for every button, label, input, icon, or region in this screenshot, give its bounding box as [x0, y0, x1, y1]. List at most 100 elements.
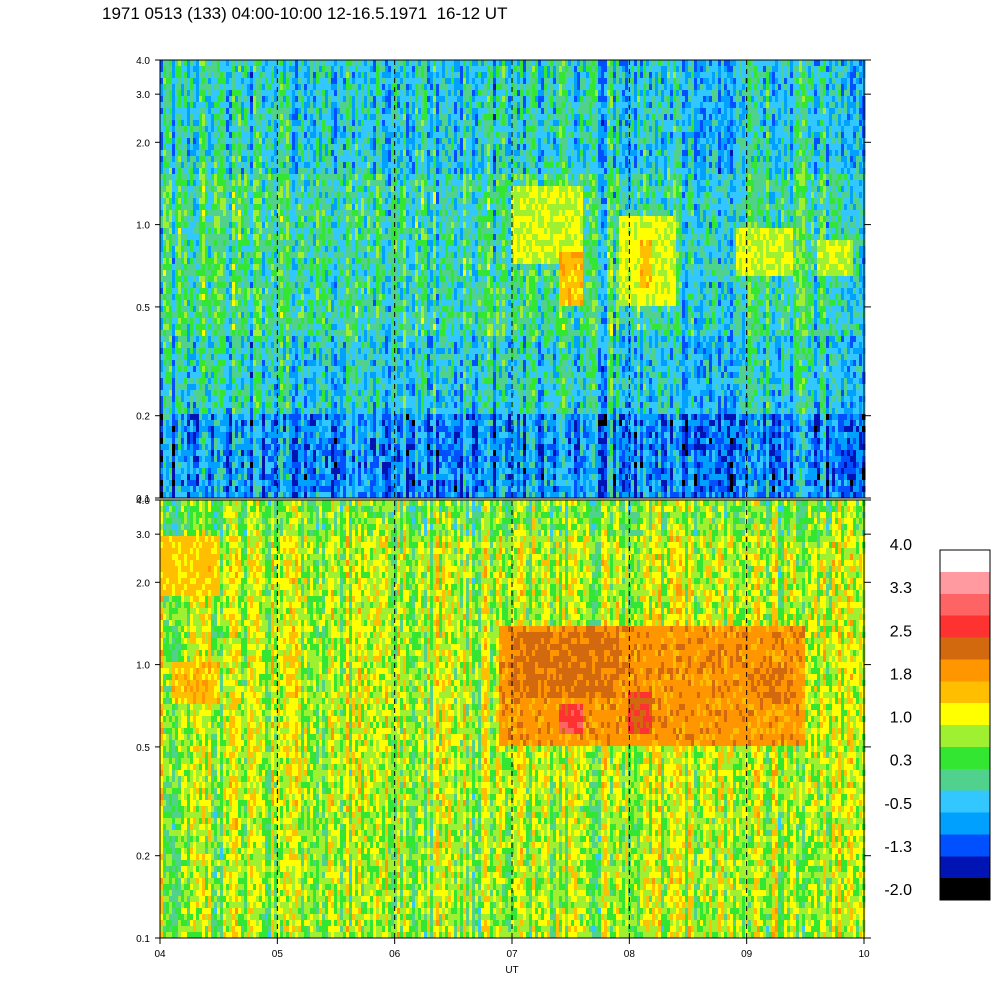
heatmap-cell [286, 174, 290, 181]
heatmap-cell [178, 270, 182, 277]
heatmap-cell [247, 414, 251, 421]
heatmap-cell [352, 144, 356, 151]
heatmap-cell [211, 234, 215, 241]
heatmap-cell [241, 120, 245, 127]
heatmap-cell [178, 480, 182, 487]
heatmap-cell [226, 114, 230, 121]
heatmap-cell [364, 246, 368, 253]
heatmap-cell [256, 192, 260, 199]
heatmap-cell [301, 354, 305, 361]
heatmap-cell [280, 474, 284, 481]
heatmap-cell [163, 264, 167, 271]
heatmap-cell [193, 132, 197, 139]
heatmap-cell [196, 138, 200, 145]
heatmap-cell [307, 444, 311, 451]
heatmap-cell [232, 108, 236, 115]
heatmap-cell [349, 480, 353, 487]
heatmap-cell [244, 264, 248, 271]
heatmap-cell [226, 126, 230, 133]
heatmap-cell [169, 186, 173, 193]
heatmap-cell [229, 414, 233, 421]
heatmap-cell [193, 102, 197, 109]
heatmap-cell [181, 102, 185, 109]
heatmap-cell [316, 306, 320, 313]
heatmap-cell [313, 264, 317, 271]
heatmap-cell [262, 150, 266, 157]
heatmap-cell [310, 84, 314, 91]
heatmap-cell [298, 420, 302, 427]
heatmap-cell [289, 66, 293, 73]
heatmap-cell [358, 120, 362, 127]
heatmap-cell [298, 342, 302, 349]
heatmap-cell [283, 426, 287, 433]
heatmap-cell [193, 90, 197, 97]
heatmap-cell [193, 342, 197, 349]
heatmap-cell [169, 492, 173, 499]
heatmap-cell [262, 90, 266, 97]
heatmap-cell [340, 450, 344, 457]
heatmap-cell [349, 426, 353, 433]
heatmap-cell [226, 258, 230, 265]
heatmap-cell [355, 396, 359, 403]
heatmap-cell [289, 228, 293, 235]
heatmap-cell [331, 384, 335, 391]
heatmap-cell [214, 258, 218, 265]
heatmap-cell [265, 474, 269, 481]
heatmap-cell [232, 222, 236, 229]
heatmap-cell [310, 432, 314, 439]
heatmap-cell [268, 108, 272, 115]
heatmap-cell [331, 282, 335, 289]
heatmap-cell [361, 240, 365, 247]
heatmap-cell [343, 426, 347, 433]
heatmap-cell [313, 462, 317, 469]
heatmap-cell [193, 444, 197, 451]
heatmap-cell [337, 162, 341, 169]
heatmap-cell [310, 174, 314, 181]
heatmap-cell [352, 426, 356, 433]
heatmap-cell [202, 324, 206, 331]
heatmap-cell [220, 336, 224, 343]
heatmap-cell [223, 150, 227, 157]
heatmap-cell [250, 480, 254, 487]
heatmap-cell [292, 60, 296, 67]
heatmap-cell [334, 252, 338, 259]
heatmap-cell [244, 138, 248, 145]
heatmap-cell [205, 222, 209, 229]
heatmap-cell [289, 444, 293, 451]
heatmap-cell [343, 480, 347, 487]
heatmap-cell [337, 192, 341, 199]
heatmap-cell [274, 228, 278, 235]
heatmap-cell [343, 252, 347, 259]
heatmap-cell [211, 390, 215, 397]
heatmap-cell [253, 444, 257, 451]
heatmap-cell [265, 408, 269, 415]
heatmap-cell [289, 342, 293, 349]
heatmap-cell [268, 348, 272, 355]
heatmap-cell [331, 186, 335, 193]
heatmap-cell [196, 420, 200, 427]
heatmap-cell [355, 114, 359, 121]
heatmap-cell [217, 246, 221, 253]
heatmap-cell [319, 378, 323, 385]
heatmap-cell [340, 174, 344, 181]
heatmap-cell [202, 204, 206, 211]
heatmap-cell [292, 84, 296, 91]
heatmap-cell [229, 180, 233, 187]
heatmap-cell [196, 474, 200, 481]
heatmap-cell [313, 198, 317, 205]
heatmap-cell [175, 144, 179, 151]
heatmap-cell [259, 384, 263, 391]
heatmap-cell [211, 396, 215, 403]
heatmap-cell [187, 264, 191, 271]
heatmap-cell [307, 114, 311, 121]
heatmap-cell [352, 396, 356, 403]
heatmap-cell [346, 216, 350, 223]
heatmap-cell [211, 186, 215, 193]
heatmap-cell [334, 78, 338, 85]
heatmap-cell [178, 276, 182, 283]
heatmap-cell [256, 120, 260, 127]
heatmap-cell [220, 78, 224, 85]
heatmap-cell [250, 60, 254, 67]
heatmap-cell [202, 348, 206, 355]
heatmap-cell [343, 276, 347, 283]
